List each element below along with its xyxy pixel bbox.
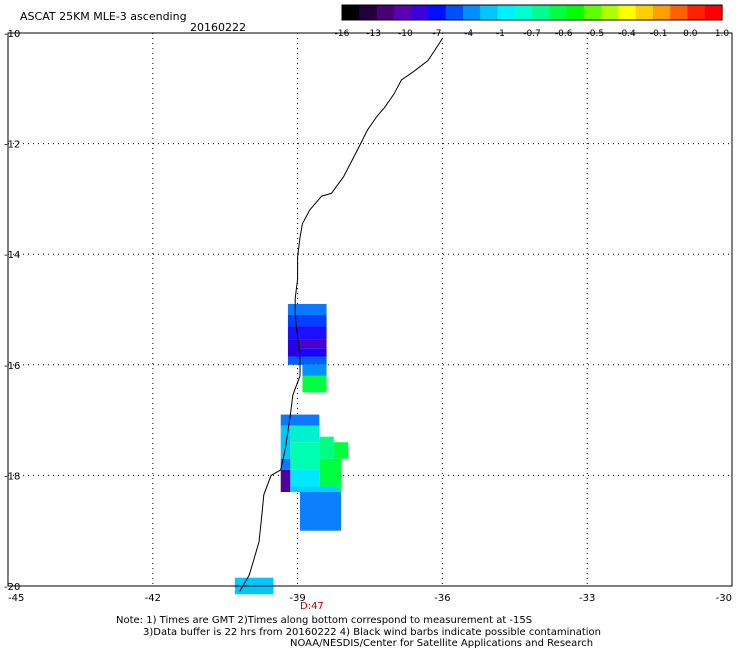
data-cell [333,442,349,459]
colorbar-tick-label: -13 [366,29,381,39]
data-cell [290,442,320,470]
colorbar-tick-label: -10 [398,29,413,39]
colorbar-swatch [445,5,464,20]
data-cell [280,414,320,426]
lon-tick-label: -33 [579,593,595,604]
colorbar [341,4,723,21]
latitude-tick-labels: -10 -12 -14 -16 -18 -20 [4,29,20,593]
data-cell [290,469,320,487]
map-date: 20160222 [190,21,246,34]
colorbar-swatch [411,5,429,20]
lon-tick-label: -42 [145,593,161,604]
lat-tick-label: -10 [4,29,20,40]
data-cells [234,303,349,595]
colorbar-swatch [342,5,360,20]
lon-tick-label: -45 [8,593,24,604]
colorbar-swatch [583,5,602,20]
map-frame [7,32,733,587]
colorbar-swatch [480,5,499,20]
lat-tick-label: -18 [4,471,20,482]
colorbar-swatch [704,5,723,20]
data-cell [287,303,327,316]
colorbar-swatch [532,5,550,20]
data-cell [290,425,320,443]
colorbar-swatch [359,5,378,20]
lat-tick-label: -20 [4,582,20,593]
lon-tick-label: -30 [716,593,732,604]
data-cell [300,348,327,357]
lon-tick-label: -39 [289,593,305,604]
colorbar-tick-label: -0.1 [650,29,668,39]
data-cell [319,436,334,459]
colorbar-swatch [601,5,619,20]
colorbar-tick-label: -16 [335,29,350,39]
colorbar-swatch [618,5,637,20]
longitude-tick-labels: -45 -42 -39 -36 -33 -30 [8,593,732,604]
colorbar-swatch [652,5,671,20]
colorbar-swatch [514,5,533,20]
data-cell [290,486,339,492]
colorbar-labels: -16 -13 -10 -7 -4 -1 -0.7 -0.6 -0.5 -0.4 -0.1 0.0 1.… [335,29,730,39]
colorbar-tick-label: -0.6 [555,29,573,39]
data-cell [300,491,342,531]
data-cell [300,339,327,349]
colorbar-tick-label: -4 [464,29,473,39]
data-cell [302,375,327,393]
colorbar-swatch [687,5,706,20]
colorbar-swatch [462,5,481,20]
colorbar-tick-label: -0.4 [618,29,636,39]
note-line-1: Note: 1) Times are GMT 2)Times along bot… [116,615,533,626]
colorbar-tick-label: -0.5 [587,29,605,39]
colorbar-swatch [428,5,447,20]
colorbar-tick-label: 1.0 [715,29,730,39]
data-cell [319,458,342,492]
lon-tick-label: -36 [434,593,450,604]
colorbar-swatch [393,5,412,20]
colorbar-swatch [670,5,689,20]
data-cell [302,364,327,376]
data-cell [287,339,301,357]
data-cell [280,425,291,459]
colorbar-swatch [566,5,585,20]
data-cell [287,315,327,327]
colorbar-swatch [549,5,568,20]
data-cell [287,326,327,340]
note-line-3: NOAA/NESDIS/Center for Satellite Applica… [290,638,594,649]
colorbar-tick-label: -1 [496,29,505,39]
data-cell [287,356,327,365]
colorbar-tick-label: -0.7 [523,29,541,39]
time-label: D:47 [300,601,324,612]
colorbar-tick-label: -7 [433,29,442,39]
colorbar-border [341,4,723,21]
colorbar-swatch [635,5,654,20]
lat-tick-label: -14 [4,250,20,261]
note-line-2: 3)Data buffer is 22 hrs from 20160222 4)… [143,627,601,638]
data-cell [280,458,291,470]
map-title: ASCAT 25KM MLE-3 ascending [20,10,187,23]
colorbar-swatch [376,5,395,20]
colorbar-swatch [497,5,516,20]
lat-tick-label: -12 [4,140,20,151]
lat-tick-label: -16 [4,361,20,372]
coastline [239,38,443,592]
colorbar-tick-label: 0.0 [683,29,698,39]
data-cell [280,469,291,492]
